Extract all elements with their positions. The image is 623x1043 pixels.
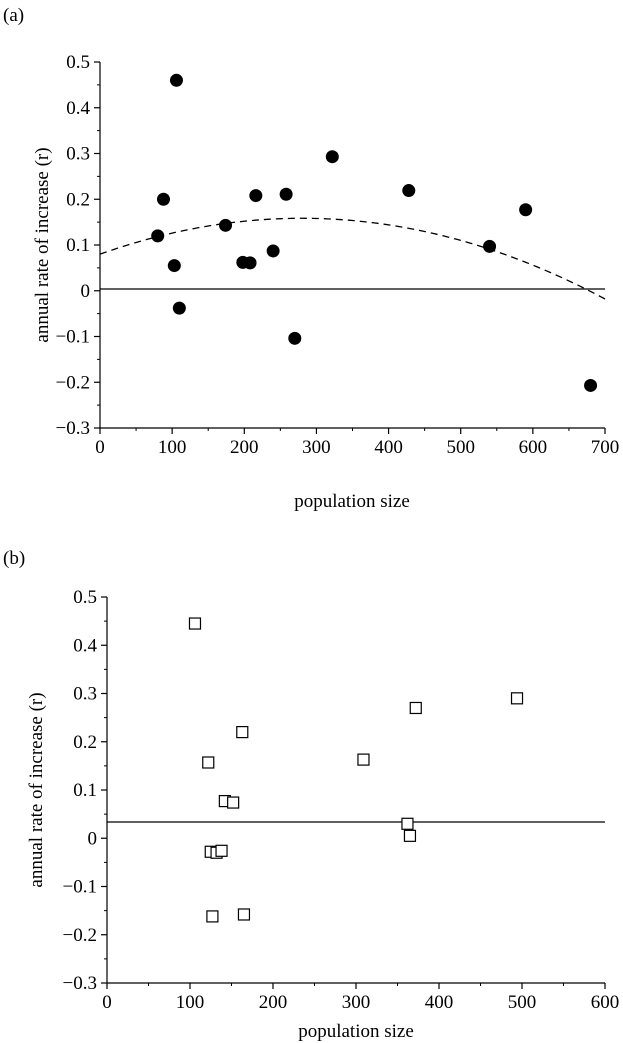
panel-a-data-point [402,184,416,198]
panel-a-y-axis-title: annual rate of increase (r) [32,147,53,342]
panel-a-y-tick-label: 0 [81,281,91,302]
panel-b-data-point [236,725,249,739]
panel-a-x-tick-label: 400 [374,437,403,458]
panel-b-y-axis-title: annual rate of increase (r) [26,692,47,887]
panel-b-y-tick-label: −0.2 [63,925,97,946]
panel-a-data-point [483,239,497,253]
panel-b-y-tick-label: −0.3 [63,973,97,994]
panel-a-data-point [169,73,183,87]
panel-b-x-tick-label: 100 [176,992,205,1013]
panel-b-data-point [510,692,524,705]
panel-a-x-tick-label: 600 [519,437,548,458]
panel-a-x-tick-label: 0 [95,437,105,458]
panel-a-x-tick-label: 300 [302,437,331,458]
panel-a-data-point [325,150,339,164]
panel-b-x-tick-label: 0 [102,992,112,1013]
panel-a-x-tick-label: 100 [158,437,187,458]
panel-b-data-point [357,753,370,766]
panel-b-data-point [401,817,414,830]
panel-a-ticks: 0 100 200 300 400 500 600 700 −0.3 −0.2 −0.1 0 0.1 0.… [56,52,620,458]
panel-b-x-tick-label: 300 [342,992,371,1013]
panel-b-y-tick-label: 0.4 [73,635,97,656]
panel-a-data-point [249,189,263,203]
panel-b-data-point [215,844,228,857]
panel-b-x-tick-label: 200 [259,992,288,1013]
panel-a-x-tick-label: 500 [446,437,475,458]
panel-a-data-point [243,256,257,270]
panel-b-y-tick-label: 0 [88,828,98,849]
panel-b-label: (b) [3,548,25,569]
panel-a-y-tick-label: 0.4 [66,98,90,119]
panel-b-x-tick-label: 600 [591,992,620,1013]
panel-a: (a) 0 100 200 300 400 500 600 700−0.3−0.2−0.100… [3,5,619,512]
panel-a-data-point [279,187,293,201]
panel-a-data-point [172,301,186,315]
panel-b-y-tick-label: 0.2 [73,732,97,753]
panel-b-y-tick-label: 0.5 [73,587,97,608]
panel-a-y-tick-label: 0.3 [66,144,90,165]
panel-b-data-point [237,908,251,921]
panel-b-y-tick-label: 0.1 [73,780,97,801]
panel-b-data-point [403,829,417,842]
panel-a-data-point [266,244,280,258]
panel-b-x-tick-label: 400 [425,992,454,1013]
panel-a-data-point [584,378,598,392]
panel-a-points [151,73,598,392]
panel-a-y-tick-label: 0.5 [66,52,90,73]
panel-b-data-point [202,756,215,769]
panel-b-x-axis-title: population size [298,1021,414,1042]
panel-a-x-tick-label: 700 [591,437,620,458]
panel-a-data-point [151,229,165,243]
panel-a-data-point [156,192,170,206]
panel-a-label: (a) [3,5,24,26]
panel-b: (b) 0 100 200 300 400 500 600−0.3−0.2−0.100.10… [3,548,619,1042]
panel-b-y-tick-label: −0.1 [63,877,97,898]
panel-a-data-point [288,331,302,345]
panel-a-y-tick-label: −0.2 [56,372,90,393]
panel-b-data-point [188,617,202,630]
panel-a-y-tick-label: 0.1 [66,235,90,256]
panel-a-x-tick-label: 200 [230,437,259,458]
panel-a-data-point [219,218,233,232]
panel-a-y-tick-label: −0.1 [56,327,90,348]
panel-a-x-axis-title: population size [294,491,410,512]
panel-b-ticks: 0 100 200 300 400 500 600 −0.3 −0.2 −0.1 0 0.1 0.2 0.… [63,587,620,1013]
panel-b-data-point [409,701,422,715]
panel-a-y-tick-label: 0.2 [66,189,90,210]
panel-b-x-tick-label: 500 [508,992,537,1013]
panel-a-data-point [519,203,533,217]
panel-a-y-tick-label: −0.3 [56,418,90,439]
panel-b-data-point [206,910,219,923]
panel-b-points [188,617,524,923]
panel-a-fit-curve [99,217,606,300]
panel-b-data-point [227,796,240,809]
panel-a-data-point [167,259,181,273]
panel-b-y-tick-label: 0.3 [73,684,97,705]
